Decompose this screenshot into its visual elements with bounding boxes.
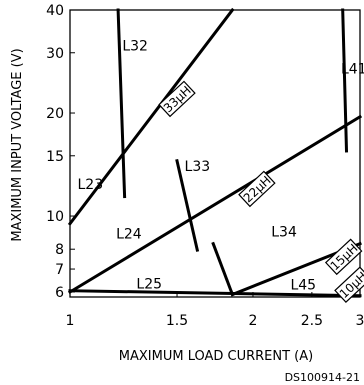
- region-boundary-line: [211, 241, 235, 297]
- y-tick-label: 20: [46, 106, 64, 122]
- y-axis-label: MAXIMUM INPUT VOLTAGE (V): [10, 48, 25, 241]
- region-label: L24: [116, 226, 142, 242]
- plot-border: [69, 9, 361, 298]
- y-tick-label: 15: [46, 149, 64, 165]
- y-tick-label: 10: [46, 209, 64, 225]
- series-line-10H: [68, 289, 362, 298]
- inductance-label-box: [334, 266, 364, 303]
- inductance-label: 15µH: [324, 238, 363, 276]
- region-label: L23: [78, 177, 104, 193]
- x-tick-label: 3: [356, 313, 364, 329]
- y-tick-label: 8: [55, 242, 64, 258]
- y-tick-label: 30: [46, 46, 64, 62]
- x-axis-label: MAXIMUM LOAD CURRENT (A): [119, 349, 313, 364]
- region-label: L41: [341, 61, 364, 77]
- region-boundary-line: [341, 8, 349, 153]
- inductance-label-box: [324, 238, 363, 276]
- region-label: L45: [290, 278, 316, 294]
- x-tick-label: 1: [66, 313, 75, 329]
- y-tick-label: 40: [46, 3, 64, 19]
- footnote-code: DS100914-21: [285, 371, 360, 384]
- series-line-22H: [67, 114, 363, 295]
- series-line-33H: [67, 7, 235, 226]
- region-boundary-line: [116, 8, 127, 199]
- y-tick-label: 6: [55, 285, 64, 301]
- region-boundary-line: [175, 159, 200, 252]
- x-tick-label: 1.5: [166, 313, 188, 329]
- y-tick-label: 7: [55, 262, 64, 278]
- region-label: L34: [271, 225, 297, 241]
- inductance-label: 22µH: [238, 170, 276, 208]
- region-label: L32: [122, 39, 148, 55]
- region-label: L25: [136, 277, 162, 293]
- inductance-label-box: [158, 80, 196, 118]
- region-label: L33: [185, 159, 211, 175]
- x-tick-label: 2.5: [301, 313, 323, 329]
- x-tick-label: 2: [249, 313, 258, 329]
- inductance-label-box: [238, 170, 276, 208]
- inductance-label: 33µH: [158, 80, 196, 118]
